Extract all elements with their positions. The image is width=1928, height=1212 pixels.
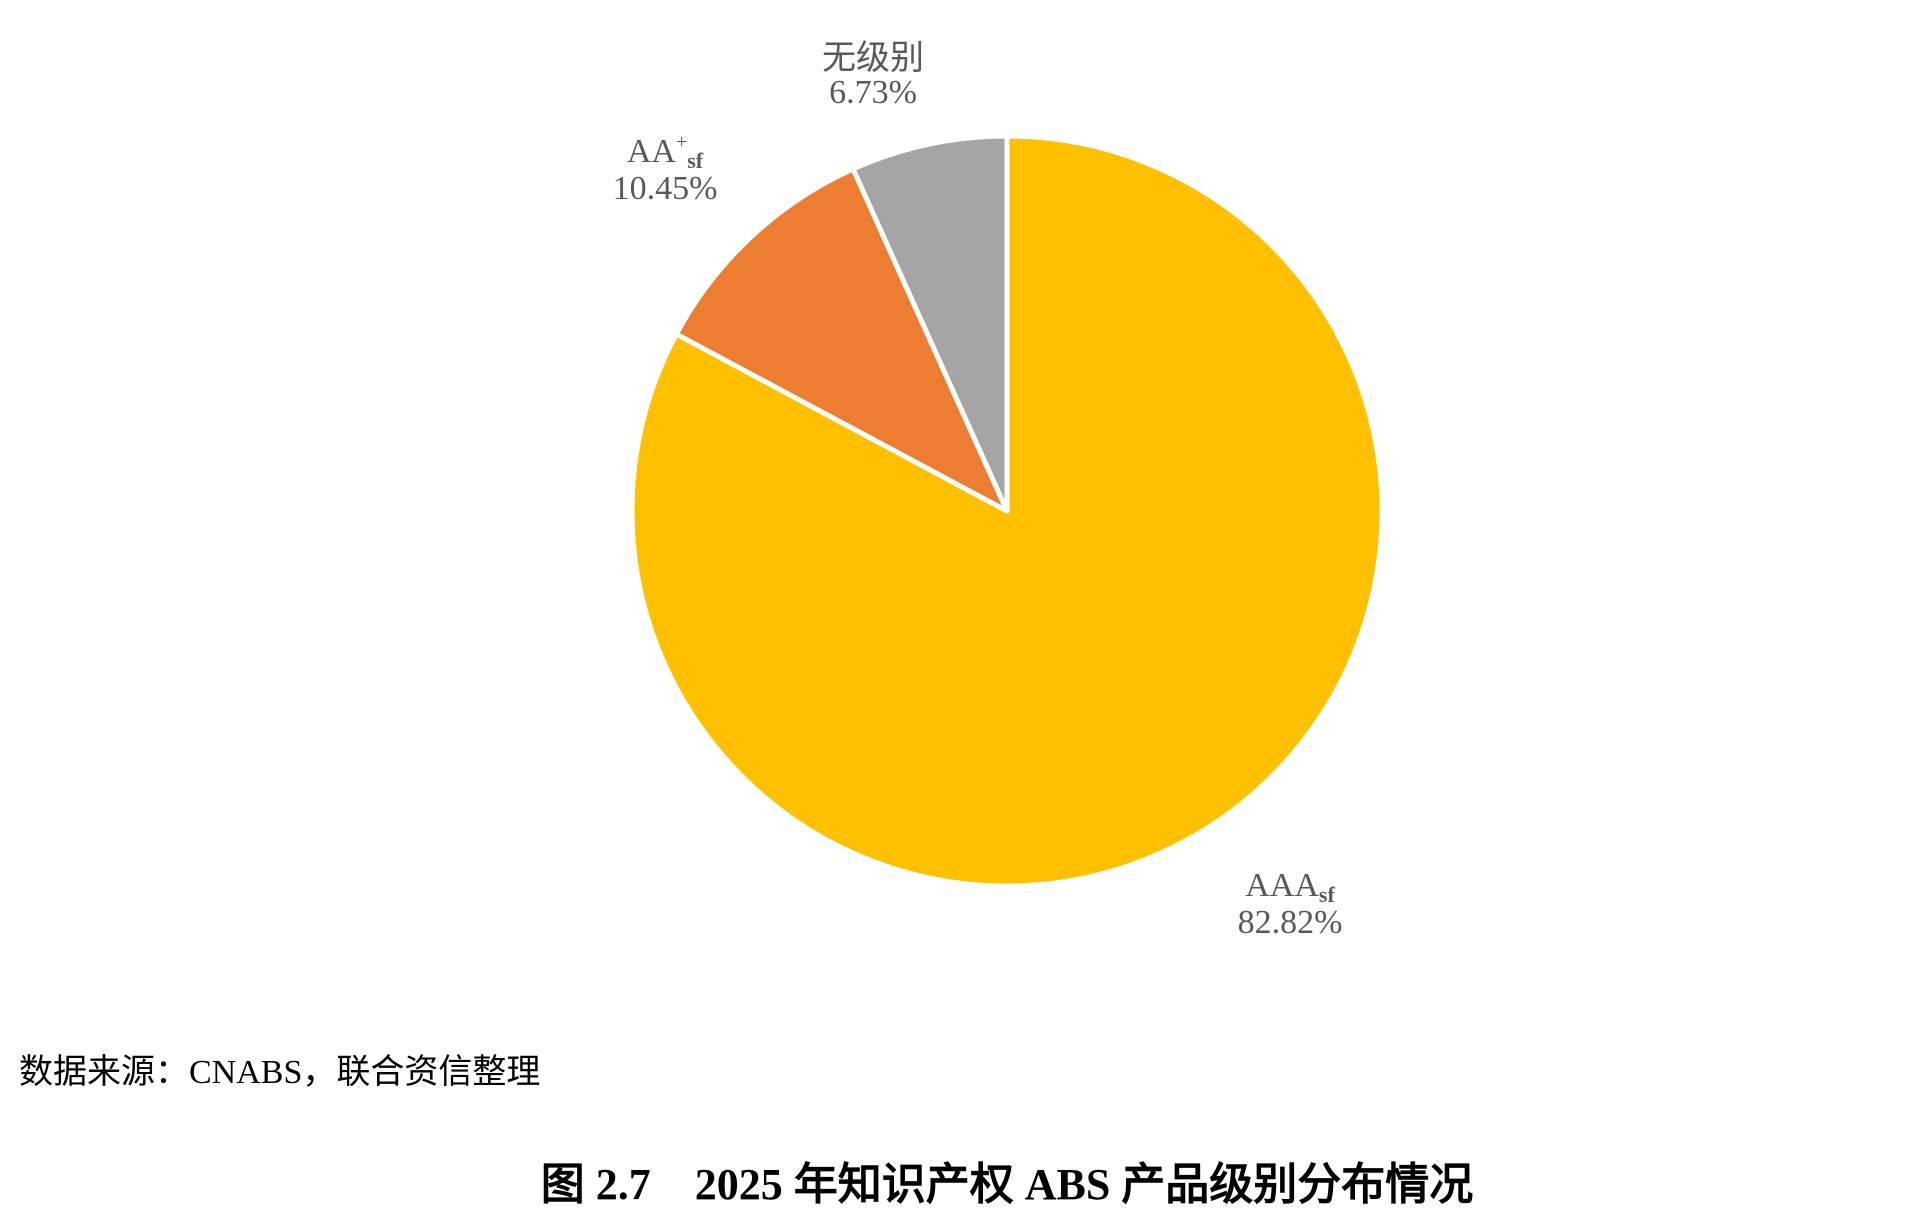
slice-name: AA — [626, 133, 676, 170]
slice-value: 82.82% — [1237, 904, 1343, 941]
slice-name: AAA — [1245, 867, 1319, 904]
figure-title: 图 2.7 2025 年知识产权 ABS 产品级别分布情况 — [540, 1160, 1474, 1209]
slice-label-aa-plus: AA+sf 10.45% — [613, 132, 718, 206]
slice-label-unrated: 无级别 6.73% — [822, 42, 924, 110]
pie-slice-2 — [850, 133, 1010, 514]
slice-name-sup: + — [675, 131, 688, 153]
slice-value: 6.73% — [829, 74, 917, 111]
slice-name: 无级别 — [822, 40, 924, 77]
data-source-note: 数据来源：CNABS，联合资信整理 — [19, 1054, 541, 1091]
pie-slice-1 — [673, 166, 1010, 514]
slice-label-aaa: AAAsf 82.82% — [1238, 866, 1343, 940]
slice-value: 10.45% — [612, 170, 718, 207]
slice-name-sub: sf — [1318, 882, 1335, 907]
slice-name-sub: sf — [687, 148, 704, 173]
